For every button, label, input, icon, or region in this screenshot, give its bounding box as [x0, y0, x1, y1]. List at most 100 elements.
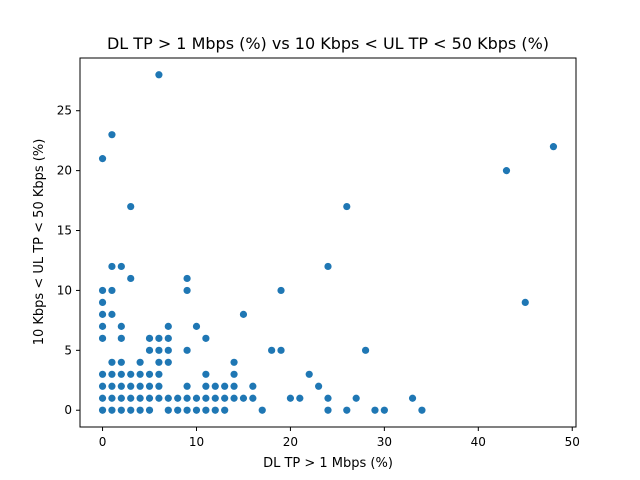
data-point [277, 286, 285, 295]
data-point [174, 394, 182, 402]
data-point [352, 394, 360, 402]
plot-area: 0 10 20 30 40 50 0 5 10 15 20 25 [57, 57, 580, 449]
data-point [136, 358, 144, 366]
data-point [155, 370, 163, 378]
x-tick-label: 0 [99, 435, 107, 449]
x-tick-label: 30 [377, 435, 392, 449]
y-tick-label: 0 [64, 403, 72, 417]
data-point [127, 394, 135, 402]
data-point [155, 394, 163, 402]
data-point [117, 394, 125, 402]
data-point [127, 382, 135, 390]
data-point [211, 406, 219, 414]
data-point [136, 394, 144, 402]
data-point [136, 382, 144, 390]
data-point [202, 334, 210, 342]
x-axis-label: DL TP > 1 Mbps (%) [263, 456, 393, 471]
data-point [230, 358, 238, 366]
data-point [136, 370, 144, 378]
data-point [145, 406, 154, 414]
data-point [117, 370, 125, 378]
data-point [117, 334, 125, 342]
data-point [117, 262, 125, 271]
data-point [305, 370, 313, 378]
data-point [230, 382, 238, 390]
data-point [324, 262, 332, 271]
data-point [117, 358, 125, 366]
data-point [145, 370, 154, 378]
data-point [155, 346, 163, 354]
data-point [108, 286, 116, 295]
data-points [98, 71, 558, 414]
data-point [98, 310, 107, 318]
data-point [183, 406, 191, 414]
data-point [502, 167, 511, 175]
data-point [221, 406, 229, 414]
data-point [192, 394, 201, 402]
data-point [127, 406, 135, 414]
data-point [117, 406, 125, 414]
data-point [108, 131, 116, 139]
data-point [174, 406, 182, 414]
y-tick-label: 15 [57, 224, 72, 238]
y-tick-label: 5 [64, 343, 72, 357]
data-point [211, 382, 219, 390]
chart-title: DL TP > 1 Mbps (%) vs 10 Kbps < UL TP < … [107, 34, 549, 53]
data-point [408, 394, 417, 402]
data-point [155, 334, 163, 342]
data-point [521, 298, 529, 306]
y-axis-label: 10 Kbps < UL TP < 50 Kbps (%) [32, 139, 47, 346]
data-point [418, 406, 426, 414]
data-point [202, 370, 210, 378]
data-point [183, 274, 191, 283]
data-point [164, 322, 172, 330]
x-tick-label: 20 [283, 435, 298, 449]
axes-frame [79, 57, 577, 428]
data-point [324, 394, 332, 402]
data-point [145, 382, 154, 390]
data-point [183, 394, 191, 402]
data-point [164, 334, 172, 342]
data-point [315, 382, 323, 390]
data-point [192, 406, 201, 414]
data-point [136, 406, 144, 414]
data-point [211, 394, 219, 402]
x-axis-ticks: 0 10 20 30 40 50 [99, 427, 580, 449]
data-point [380, 406, 388, 414]
data-point [343, 406, 351, 414]
data-point [98, 155, 107, 163]
data-point [108, 262, 116, 271]
x-tick-label: 40 [471, 435, 486, 449]
data-point [202, 394, 210, 402]
y-tick-label: 10 [57, 283, 72, 297]
data-point [258, 406, 266, 414]
data-point [117, 382, 125, 390]
data-point [249, 382, 257, 390]
data-point [98, 298, 107, 306]
data-point [155, 71, 163, 79]
data-point [230, 370, 238, 378]
data-point [221, 382, 229, 390]
x-tick-label: 50 [565, 435, 580, 449]
data-point [371, 406, 379, 414]
data-point [145, 334, 154, 342]
y-tick-label: 20 [57, 164, 72, 178]
data-point [183, 382, 191, 390]
data-point [108, 394, 116, 402]
data-point [239, 394, 248, 402]
data-point [361, 346, 370, 354]
data-point [145, 394, 154, 402]
data-point [221, 394, 229, 402]
data-point [117, 322, 125, 330]
data-point [192, 322, 201, 330]
data-point [155, 358, 163, 366]
data-point [98, 406, 107, 414]
data-point [183, 346, 191, 354]
data-point [145, 346, 154, 354]
data-point [98, 382, 107, 390]
data-point [98, 370, 107, 378]
data-point [164, 394, 172, 402]
data-point [164, 358, 172, 366]
